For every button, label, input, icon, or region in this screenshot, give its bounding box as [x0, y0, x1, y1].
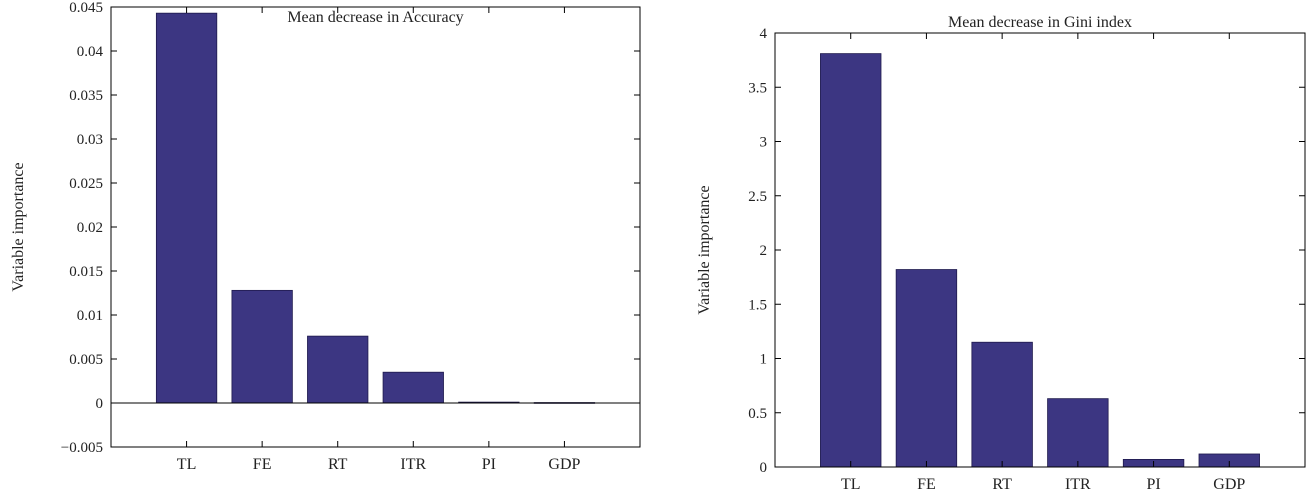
- y-tick-label: 0: [760, 460, 768, 476]
- y-axis-label: Variable importance: [696, 185, 713, 314]
- y-tick-label: 0.025: [69, 176, 103, 192]
- x-tick-label-gdp: GDP: [548, 456, 580, 473]
- x-tick-label-gdp: GDP: [1213, 476, 1245, 493]
- chart-title: Mean decrease in Gini index: [948, 14, 1132, 31]
- y-tick-label: 4: [760, 26, 768, 42]
- x-tick-label-rt: RT: [992, 476, 1012, 493]
- y-tick-label: 0.03: [77, 132, 103, 148]
- y-tick-label: 0.015: [69, 264, 103, 280]
- y-tick-label: 0.02: [77, 220, 103, 236]
- x-tick-label-itr: ITR: [1065, 476, 1091, 493]
- chart-title: Mean decrease in Accuracy: [287, 9, 463, 26]
- y-tick-label: 0.5: [748, 406, 767, 422]
- y-tick-label: 0.01: [77, 308, 103, 324]
- x-tick-label-tl: TL: [177, 456, 197, 473]
- x-tick-label-fe: FE: [917, 476, 936, 493]
- bar-itr: [1047, 398, 1109, 468]
- bar-rt: [971, 341, 1033, 468]
- y-tick-label: 1: [760, 352, 768, 368]
- bar-rt: [307, 335, 369, 404]
- y-axis-label: Variable importance: [10, 162, 27, 291]
- x-tick-label-fe: FE: [253, 456, 272, 473]
- y-tick-label: 0.04: [77, 44, 104, 60]
- y-tick-label: 3: [760, 135, 768, 151]
- bar-tl: [820, 53, 882, 468]
- x-tick-label-itr: ITR: [400, 456, 426, 473]
- bar-tl: [155, 12, 218, 404]
- x-tick-label-pi: PI: [1146, 476, 1160, 493]
- y-tick-label: 0.045: [69, 0, 103, 16]
- y-tick-label: 3.5: [748, 80, 767, 96]
- y-tick-label: 0.005: [69, 352, 103, 368]
- y-tick-label: 2.5: [748, 189, 767, 205]
- gini-chart: 0 0.5 1 1.5 2 2.5 3 3.5 4 TL FE RT ITR PI GDP Mean decr…: [696, 14, 1306, 493]
- accuracy-chart: −0.005 0 0.005 0.01 0.015 0.02 0.025 0.03 0.035 0…: [10, 0, 641, 473]
- x-tick-label-rt: RT: [328, 456, 348, 473]
- bar-fe: [231, 289, 293, 404]
- x-tick-label-pi: PI: [482, 456, 496, 473]
- y-tick-label: 0.035: [69, 88, 103, 104]
- bar-fe: [895, 269, 958, 468]
- bar-itr: [382, 371, 444, 404]
- y-tick-label: 2: [760, 243, 768, 259]
- x-tick-label-tl: TL: [841, 476, 861, 493]
- y-tick-label: 0: [96, 396, 104, 412]
- y-tick-label: 1.5: [748, 297, 767, 313]
- y-tick-label: −0.005: [61, 440, 103, 456]
